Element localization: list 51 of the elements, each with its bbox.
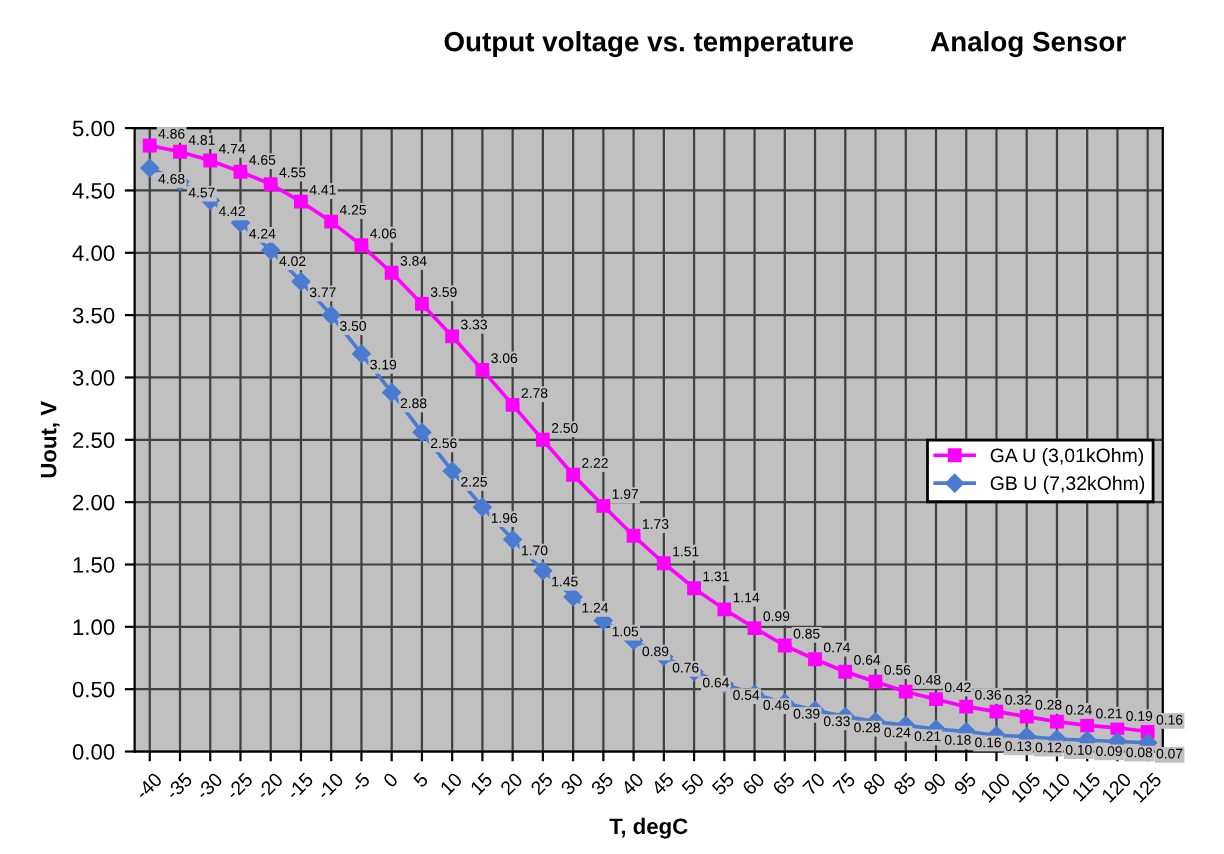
x-tick-label: 45 <box>650 772 675 797</box>
x-tick-label: -10 <box>315 771 345 801</box>
x-tick-label: 90 <box>922 771 947 796</box>
x-tick-label: 40 <box>620 771 645 797</box>
x-tick-label: -20 <box>255 771 284 801</box>
x-tick-label: 35 <box>590 771 615 796</box>
x-tick-label: -35 <box>164 771 194 801</box>
x-tick-label: 20 <box>499 771 524 796</box>
x-tick-label: 100 <box>980 771 1012 803</box>
x-tick-label: -30 <box>194 771 224 801</box>
y-tick-label: 5.00 <box>72 120 115 137</box>
chart-subtitle: Analog Sensor <box>930 31 1126 58</box>
x-axis-title: T, degC <box>609 817 688 839</box>
y-axis-title: Uout, V <box>40 401 60 478</box>
x-tick-label: 85 <box>892 771 917 796</box>
x-tick-label: 115 <box>1071 772 1102 802</box>
y-tick-label: 0.00 <box>72 744 115 760</box>
y-tick-label: 0.50 <box>72 681 115 698</box>
y-tick-label: 2.50 <box>73 432 115 449</box>
y-tick-label: 1.50 <box>73 557 115 573</box>
x-tick-label: -5 <box>350 772 371 793</box>
y-tick-label: 3.00 <box>72 370 115 386</box>
y-tick-label: 1.00 <box>73 619 115 636</box>
x-tick-label: 75 <box>832 772 857 796</box>
x-tick-label: -25 <box>225 771 254 801</box>
x-tick-label: 105 <box>1010 771 1042 803</box>
x-tick-label: 110 <box>1041 771 1072 802</box>
legend-label: GA U (3,01kOhm) <box>990 447 1144 467</box>
x-tick-label: 120 <box>1100 771 1133 803</box>
x-tick-label: 65 <box>771 771 796 796</box>
legend-label: GB U (7,32kOhm) <box>990 475 1145 494</box>
x-tick-label: 80 <box>862 771 887 796</box>
y-tick-label: 3.50 <box>72 307 115 324</box>
x-tick-label: 55 <box>711 772 736 796</box>
x-tick-label: 60 <box>741 771 766 796</box>
x-tick-label: 125 <box>1131 771 1163 803</box>
y-tick-label: 4.50 <box>72 182 115 199</box>
x-tick-label: 50 <box>680 771 705 796</box>
x-tick-label: 0 <box>382 771 399 789</box>
x-tick-label: 70 <box>802 771 826 796</box>
x-tick-label: 30 <box>559 771 584 796</box>
x-tick-label: 95 <box>953 771 977 796</box>
x-tick-label: 10 <box>439 771 463 796</box>
x-tick-label: 25 <box>529 771 554 796</box>
x-tick-label: 15 <box>469 772 494 796</box>
x-tick-label: 5 <box>412 772 429 789</box>
x-tick-label: -40 <box>134 771 163 801</box>
x-tick-label: -15 <box>285 772 315 801</box>
y-tick-label: 4.00 <box>72 245 115 262</box>
y-tick-label: 2.00 <box>73 494 115 511</box>
chart-title: Output voltage vs. temperature <box>444 31 854 58</box>
